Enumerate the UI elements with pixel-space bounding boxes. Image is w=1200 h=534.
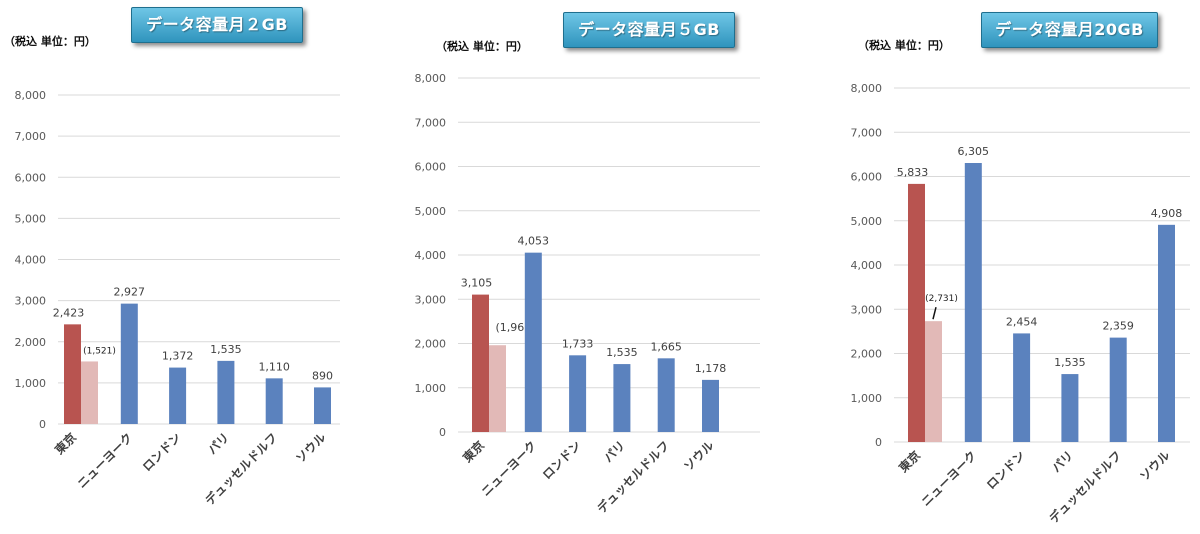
bar-value-label: 1,535 bbox=[1054, 356, 1086, 369]
bar-value-label: 2,454 bbox=[1006, 315, 1038, 328]
bar-value-label: 890 bbox=[312, 369, 333, 382]
bar-2 bbox=[569, 355, 587, 432]
y-tick-label: 1,000 bbox=[15, 377, 47, 390]
chart-title-20gb: データ容量月20GB bbox=[981, 12, 1158, 48]
y-tick-label: 2,000 bbox=[851, 348, 883, 361]
y-tick-label: 0 bbox=[875, 436, 882, 449]
bar-tokyo bbox=[64, 324, 81, 424]
bar-3 bbox=[1061, 374, 1079, 442]
x-category-label: パリ bbox=[1049, 448, 1076, 475]
bar-value-label: 3,105 bbox=[461, 277, 493, 290]
bar-value-label: 5,833 bbox=[897, 166, 929, 179]
bar-tokyo-discount bbox=[489, 345, 506, 432]
bar-tokyo bbox=[908, 183, 925, 442]
bar-1 bbox=[964, 163, 982, 442]
bar-value-label: 1,535 bbox=[210, 343, 242, 356]
y-tick-label: 6,000 bbox=[415, 161, 447, 174]
y-tick-label: 6,000 bbox=[851, 171, 883, 184]
bar-2 bbox=[169, 367, 187, 424]
bar-5 bbox=[702, 379, 719, 432]
bar-value-label: 1,535 bbox=[606, 346, 638, 359]
bar-value-label: 2,423 bbox=[53, 306, 85, 319]
bar-tokyo bbox=[472, 294, 489, 432]
bar-4 bbox=[265, 378, 283, 424]
chart-title-2gb: データ容量月２GB bbox=[131, 7, 303, 43]
bar-1 bbox=[524, 252, 542, 432]
y-tick-label: 5,000 bbox=[415, 205, 447, 218]
bar-2 bbox=[1013, 333, 1031, 442]
y-tick-label: 8,000 bbox=[15, 89, 47, 102]
y-tick-label: 8,000 bbox=[415, 72, 447, 85]
y-tick-label: 5,000 bbox=[15, 212, 47, 225]
bar-chart-2gb: 0 1,000 2,000 3,000 4,000 5,000 6,000 7,000 8,00… bbox=[15, 89, 340, 508]
x-category-label: ロンドン bbox=[984, 448, 1028, 492]
y-tick-label: 7,000 bbox=[415, 116, 447, 129]
bar-3 bbox=[217, 360, 235, 424]
bar-value-label: 2,359 bbox=[1102, 320, 1134, 333]
y-tick-label: 1,000 bbox=[851, 392, 883, 405]
y-tick-label: 0 bbox=[439, 426, 446, 439]
bar-value-label: 1,665 bbox=[650, 340, 682, 353]
y-tick-label: 8,000 bbox=[851, 82, 883, 95]
x-category-label: 東京 bbox=[896, 448, 924, 476]
bar-secondary-label: (2,731) bbox=[925, 294, 958, 304]
y-tick-label: 2,000 bbox=[15, 336, 47, 349]
bar-4 bbox=[657, 358, 675, 432]
bar-3 bbox=[613, 364, 631, 432]
bar-secondary-label: (1,521) bbox=[83, 346, 116, 356]
bar-5 bbox=[314, 387, 331, 424]
y-tick-label: 5,000 bbox=[851, 215, 883, 228]
y-tick-label: 4,000 bbox=[851, 259, 883, 272]
y-tick-label: 3,000 bbox=[851, 303, 883, 316]
y-tick-label: 4,000 bbox=[15, 254, 47, 267]
unit-label-2gb: （税込 単位：円） bbox=[4, 35, 96, 48]
x-category-label: ニューヨーク bbox=[919, 448, 980, 509]
bar-value-label: 2,927 bbox=[114, 286, 146, 299]
chart-title-5gb: データ容量月５GB bbox=[563, 12, 735, 48]
bar-value-label: 4,908 bbox=[1151, 207, 1183, 220]
leader-line bbox=[932, 306, 937, 320]
y-tick-label: 7,000 bbox=[851, 126, 883, 139]
y-tick-label: 6,000 bbox=[15, 171, 47, 184]
bar-value-label: 6,305 bbox=[958, 145, 990, 158]
y-tick-label: 0 bbox=[39, 418, 46, 431]
bar-tokyo-discount bbox=[925, 321, 942, 442]
bar-value-label: 1,110 bbox=[258, 360, 290, 373]
bar-value-label: 1,178 bbox=[695, 362, 727, 375]
bar-4 bbox=[1109, 337, 1127, 442]
unit-label-20gb: （税込 単位：円） bbox=[858, 39, 950, 52]
bar-tokyo-discount bbox=[81, 361, 98, 424]
bar-5 bbox=[1158, 224, 1175, 442]
y-tick-label: 3,000 bbox=[15, 295, 47, 308]
bar-value-label: 1,372 bbox=[162, 350, 194, 363]
x-category-label: ソウル bbox=[1137, 448, 1172, 483]
unit-label-5gb: （税込 単位：円） bbox=[436, 40, 528, 53]
y-tick-label: 3,000 bbox=[415, 293, 447, 306]
y-tick-label: 4,000 bbox=[415, 249, 447, 262]
y-tick-label: 1,000 bbox=[415, 382, 447, 395]
bar-value-label: 4,053 bbox=[518, 235, 550, 248]
bar-1 bbox=[120, 303, 138, 424]
y-tick-label: 2,000 bbox=[415, 338, 447, 351]
y-tick-label: 7,000 bbox=[15, 130, 47, 143]
bar-value-label: 1,733 bbox=[562, 337, 594, 350]
